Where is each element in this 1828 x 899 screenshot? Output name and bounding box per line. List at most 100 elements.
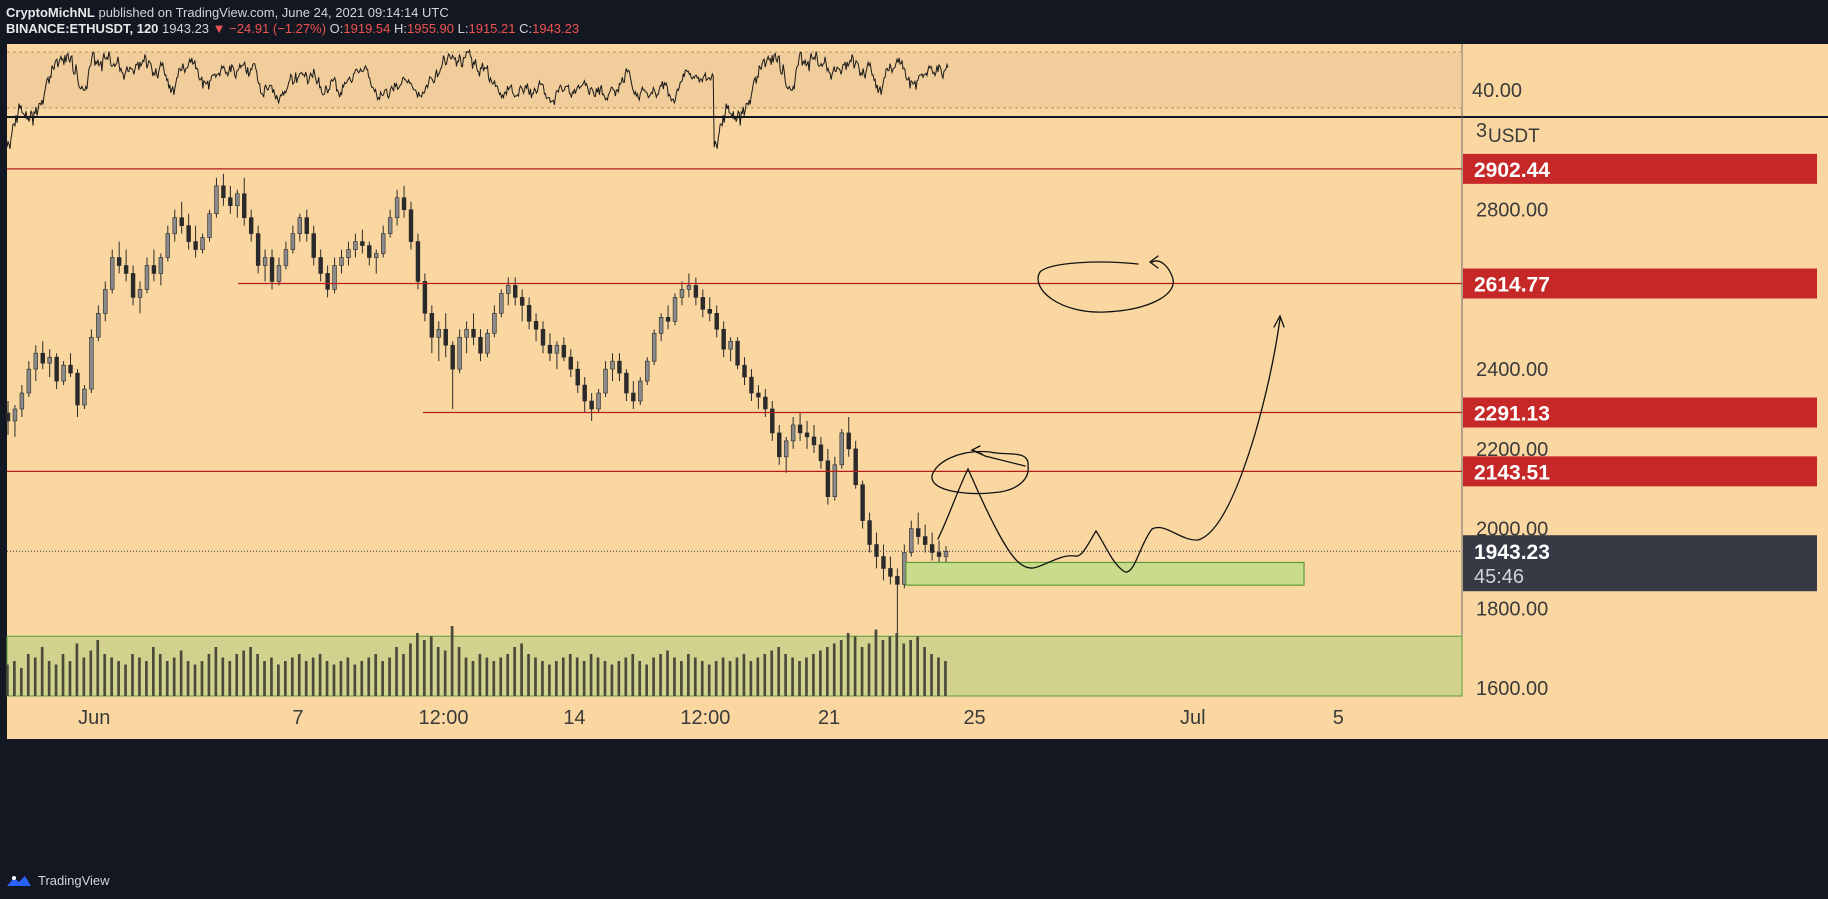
volume-bar: [207, 654, 211, 696]
candle-body: [742, 364, 747, 378]
volume-bar: [944, 661, 947, 696]
volume-bar: [158, 654, 162, 696]
volume-bar: [631, 654, 635, 696]
candle-body: [103, 289, 108, 314]
volume-bar: [270, 657, 273, 696]
candle-body: [221, 185, 226, 199]
volume-bar: [19, 668, 23, 696]
candle-body: [714, 313, 719, 330]
symbol-label: BINANCE:ETHUSDT, 120: [6, 21, 159, 36]
volume-bar: [888, 636, 892, 696]
candle-body: [686, 285, 692, 290]
volume-bar: [436, 647, 440, 696]
change-label: −24.91 (−1.27%): [229, 21, 327, 36]
candle-body: [631, 392, 636, 402]
candle-body: [96, 313, 101, 338]
chart-area[interactable]: 40.00 2902.44 2614.77 2291.13 2143.51 1943.23…: [0, 44, 1828, 864]
volume-bar: [374, 654, 378, 696]
volume-bar: [353, 664, 357, 696]
volume-group: [6, 626, 947, 696]
volume-bar: [853, 636, 857, 696]
volume-bar: [228, 661, 232, 696]
candle-body: [158, 257, 164, 274]
candle-body: [485, 332, 490, 354]
volume-bar: [40, 647, 44, 696]
tradingview-brand[interactable]: TradingView: [6, 873, 110, 888]
candle-body: [40, 352, 45, 364]
volume-bar: [471, 661, 475, 696]
candle-body: [325, 273, 330, 290]
level-label-bg: [1463, 268, 1817, 299]
candle-body: [450, 344, 455, 370]
level-label: 2143.51: [1474, 461, 1550, 484]
close-label: C:: [519, 21, 533, 36]
candle-body: [797, 424, 803, 434]
candle-body: [658, 317, 664, 334]
volume-bar: [179, 650, 183, 696]
candle-body: [394, 197, 400, 218]
volume-bar: [756, 657, 760, 696]
price-tick-label: 2000.00: [1476, 519, 1548, 541]
candle-body: [915, 528, 921, 537]
candle-body: [575, 368, 580, 386]
volume-bar: [464, 657, 468, 696]
candle-body: [380, 233, 386, 254]
volume-bar: [895, 633, 899, 696]
volume-bar: [554, 661, 558, 696]
candle-body: [214, 185, 219, 214]
candle-body: [547, 344, 553, 354]
candle-body: [881, 556, 886, 569]
bar-countdown: 45:46: [1474, 566, 1524, 588]
price-pane: [7, 118, 1462, 696]
candle-body: [853, 448, 858, 486]
volume-bar: [124, 664, 127, 696]
candle-body: [777, 432, 782, 458]
volume-bar: [673, 657, 676, 696]
volume-bar: [874, 629, 878, 696]
candle-body: [700, 297, 706, 310]
volume-bar: [402, 654, 405, 696]
volume-bar: [256, 654, 259, 696]
volume-bar: [846, 633, 850, 696]
candle-body: [200, 237, 205, 250]
level-label: 2614.77: [1474, 274, 1550, 297]
volume-bar: [534, 657, 537, 696]
candle-body: [610, 360, 615, 370]
volume-bar: [819, 650, 822, 696]
candle-body: [874, 544, 879, 557]
volume-bar: [832, 643, 836, 696]
time-tick-label: 5: [1333, 707, 1344, 729]
candle-body: [123, 265, 129, 274]
volume-bar: [506, 654, 510, 696]
candle-body: [151, 265, 157, 274]
volume-bar: [735, 657, 739, 696]
candle-body: [89, 336, 94, 390]
candle-body: [436, 328, 441, 338]
candle-body: [408, 209, 414, 242]
volume-bar: [235, 654, 239, 696]
volume-bar: [200, 661, 204, 696]
candle-body: [735, 340, 740, 366]
candle-body: [5, 412, 11, 422]
candle-body: [888, 568, 893, 577]
time-tick-label: Jul: [1180, 707, 1206, 729]
volume-bar: [513, 647, 516, 696]
publisher-name[interactable]: CryptoMichNL: [6, 5, 95, 20]
volume-bar: [332, 664, 336, 696]
candle-body: [12, 408, 18, 422]
candle-body: [499, 293, 504, 314]
candle-body: [763, 396, 768, 410]
annotations-group: [931, 255, 1285, 573]
candle-body: [804, 432, 810, 438]
candle-body: [464, 328, 469, 338]
candles-group: [5, 173, 949, 641]
candle-body: [624, 372, 629, 394]
candle-body: [832, 464, 838, 497]
volume-bar: [304, 661, 308, 696]
time-tick-label: 21: [818, 707, 840, 729]
volume-bar: [582, 661, 586, 696]
volume-bar: [825, 647, 829, 696]
candle-body: [471, 328, 476, 338]
chart-header: CryptoMichNL published on TradingView.co…: [0, 0, 1828, 44]
volume-bar: [249, 647, 252, 696]
